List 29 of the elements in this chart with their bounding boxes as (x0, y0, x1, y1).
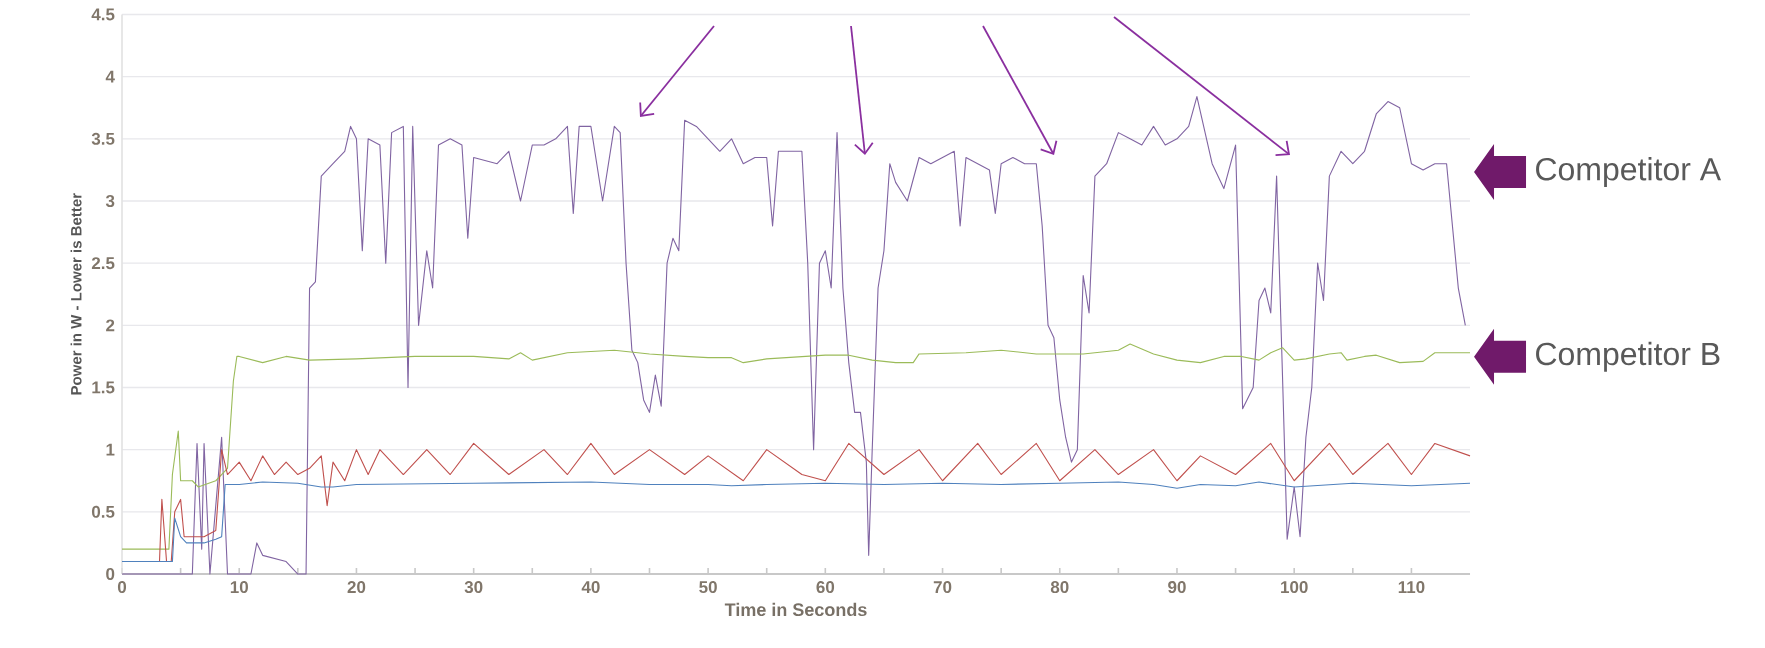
x-tick-label: 30 (464, 581, 483, 594)
x-tick-label: 20 (347, 581, 366, 594)
x-tick-label: 80 (1050, 581, 1069, 594)
line-series (121, 481, 1471, 563)
y-axis-title: Power in W - Lower is Better (70, 193, 82, 395)
x-tick-label: 70 (933, 581, 952, 594)
x-axis-title: Time in Seconds (724, 602, 867, 617)
x-tick-label: 90 (1168, 581, 1186, 594)
x-tick-label: 110 (1398, 581, 1425, 594)
text: Competitor A (1536, 157, 1722, 187)
x-tick-label: 40 (581, 581, 600, 594)
line-series (158, 442, 1471, 563)
x-tick-label: 50 (699, 581, 717, 594)
y-tick-label: 3.5 (91, 132, 115, 145)
x-tick-label: 60 (816, 581, 835, 594)
line-series (121, 343, 1471, 550)
y-tick-label: 4 (105, 70, 115, 83)
y-tick-label: 1.5 (92, 381, 115, 394)
x-tick-label: 10 (230, 581, 248, 594)
y-tick-label: 3 (105, 194, 115, 208)
x-tick-label: 100 (1281, 581, 1308, 594)
y-tick-label: 0 (106, 567, 115, 581)
y-tick-label: 2 (106, 319, 115, 332)
y-tick-label: 1 (106, 443, 115, 456)
x-tick-label: 0 (117, 581, 127, 594)
y-tick-label: 4.5 (91, 8, 115, 21)
y-tick-label: 0.5 (91, 505, 115, 518)
text: Competitor B (1536, 341, 1720, 372)
y-tick-label: 2.5 (91, 257, 115, 270)
